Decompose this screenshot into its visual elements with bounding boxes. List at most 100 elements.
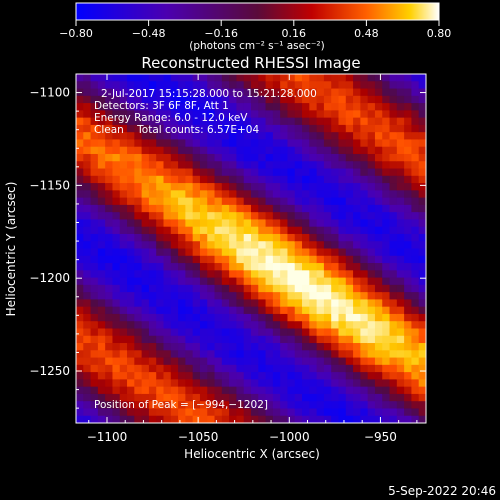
heatmap-cell	[418, 372, 426, 380]
heatmap-cell	[141, 212, 150, 221]
heatmap-cell	[294, 95, 303, 104]
heatmap-cell	[127, 124, 135, 133]
heatmap-cell	[148, 124, 157, 133]
heatmap-cell	[105, 335, 114, 344]
heatmap-cell	[148, 183, 157, 191]
heatmap-cell	[105, 270, 114, 279]
heatmap-cell	[90, 204, 99, 213]
heatmap-cell	[331, 270, 340, 279]
heatmap-cell	[148, 408, 157, 417]
heatmap-cell	[134, 88, 143, 97]
heatmap-cell	[185, 161, 194, 170]
heatmap-cell	[156, 124, 165, 133]
heatmap-cell	[389, 190, 398, 199]
heatmap-cell	[163, 357, 172, 366]
heatmap-cell	[127, 233, 135, 242]
heatmap-cell	[272, 161, 281, 170]
heatmap-cell	[105, 95, 114, 104]
heatmap-cell	[272, 321, 281, 330]
heatmap-cell	[127, 255, 135, 264]
heatmap-cell	[382, 132, 391, 141]
heatmap-cell	[127, 415, 135, 423]
heatmap-cell	[90, 335, 99, 344]
heatmap-cell	[214, 263, 223, 271]
heatmap-cell	[192, 132, 201, 141]
heatmap-cell	[309, 415, 318, 423]
heatmap-cell	[105, 372, 114, 380]
heatmap-cell	[338, 168, 347, 177]
heatmap-cell	[127, 364, 135, 373]
heatmap-cell	[338, 117, 347, 126]
heatmap-cell	[148, 168, 157, 177]
heatmap-cell	[323, 183, 332, 191]
heatmap-cell	[353, 401, 361, 410]
heatmap-cell	[119, 284, 128, 293]
heatmap-cell	[360, 401, 369, 410]
heatmap-cell	[134, 183, 143, 191]
heatmap-cell	[83, 146, 92, 155]
heatmap-cell	[105, 226, 114, 235]
heatmap-cell	[221, 153, 230, 162]
heatmap-cell	[389, 357, 398, 366]
heatmap-cell	[353, 292, 361, 300]
heatmap-cell	[243, 408, 252, 417]
heatmap-cell	[105, 219, 114, 228]
heatmap-cell	[309, 117, 318, 126]
heatmap-cell	[396, 408, 405, 417]
heatmap-cell	[258, 197, 267, 206]
heatmap-cell	[309, 204, 318, 213]
heatmap-cell	[323, 357, 332, 366]
heatmap-cell	[302, 212, 310, 221]
heatmap-cell	[83, 364, 92, 373]
heatmap-cell	[199, 372, 208, 380]
heatmap-cell	[353, 110, 361, 119]
heatmap-cell	[163, 415, 172, 423]
heatmap-cell	[119, 183, 128, 191]
heatmap-cell	[127, 306, 135, 315]
heatmap-cell	[97, 415, 106, 423]
heatmap-cell	[83, 117, 92, 126]
heatmap-cell	[323, 241, 332, 250]
heatmap-cell	[389, 226, 398, 235]
heatmap-cell	[367, 146, 376, 155]
heatmap-cell	[353, 408, 361, 417]
heatmap-cell	[418, 175, 426, 184]
heatmap-cell	[105, 292, 114, 300]
heatmap-cell	[243, 277, 252, 286]
heatmap-cell	[141, 284, 150, 293]
heatmap-cell	[338, 277, 347, 286]
heatmap-cell	[411, 350, 420, 359]
heatmap-cell	[251, 95, 259, 104]
heatmap-cell	[338, 197, 347, 206]
heatmap-cell	[331, 117, 340, 126]
heatmap-cell	[338, 321, 347, 330]
chart-title: Reconstructed RHESSI Image	[141, 54, 360, 72]
heatmap-cell	[345, 175, 354, 184]
heatmap-cell	[389, 415, 398, 423]
annotation-time-range: 2-Jul-2017 15:15:28.000 to 15:21:28.000	[101, 88, 317, 100]
heatmap-cell	[404, 343, 413, 351]
heatmap-cell	[287, 321, 296, 330]
heatmap-cell	[411, 124, 420, 133]
heatmap-cell	[367, 241, 376, 250]
heatmap-cell	[272, 132, 281, 141]
heatmap-cell	[76, 146, 84, 155]
x-tick-label: −1100	[87, 430, 128, 444]
heatmap-cell	[76, 284, 84, 293]
heatmap-cell	[309, 241, 318, 250]
heatmap-cell	[199, 95, 208, 104]
heatmap-cell	[243, 219, 252, 228]
heatmap-cell	[76, 393, 84, 402]
heatmap-cell	[382, 117, 391, 126]
heatmap-cell	[418, 343, 426, 351]
heatmap-cell	[280, 146, 289, 155]
heatmap-cell	[76, 364, 84, 373]
heatmap-cell	[229, 226, 238, 235]
heatmap-cell	[374, 270, 383, 279]
heatmap-cell	[374, 379, 383, 388]
heatmap-cell	[323, 117, 332, 126]
heatmap-cell	[382, 146, 391, 155]
heatmap-cell	[199, 248, 208, 257]
heatmap-cell	[280, 175, 289, 184]
heatmap-cell	[185, 313, 194, 322]
